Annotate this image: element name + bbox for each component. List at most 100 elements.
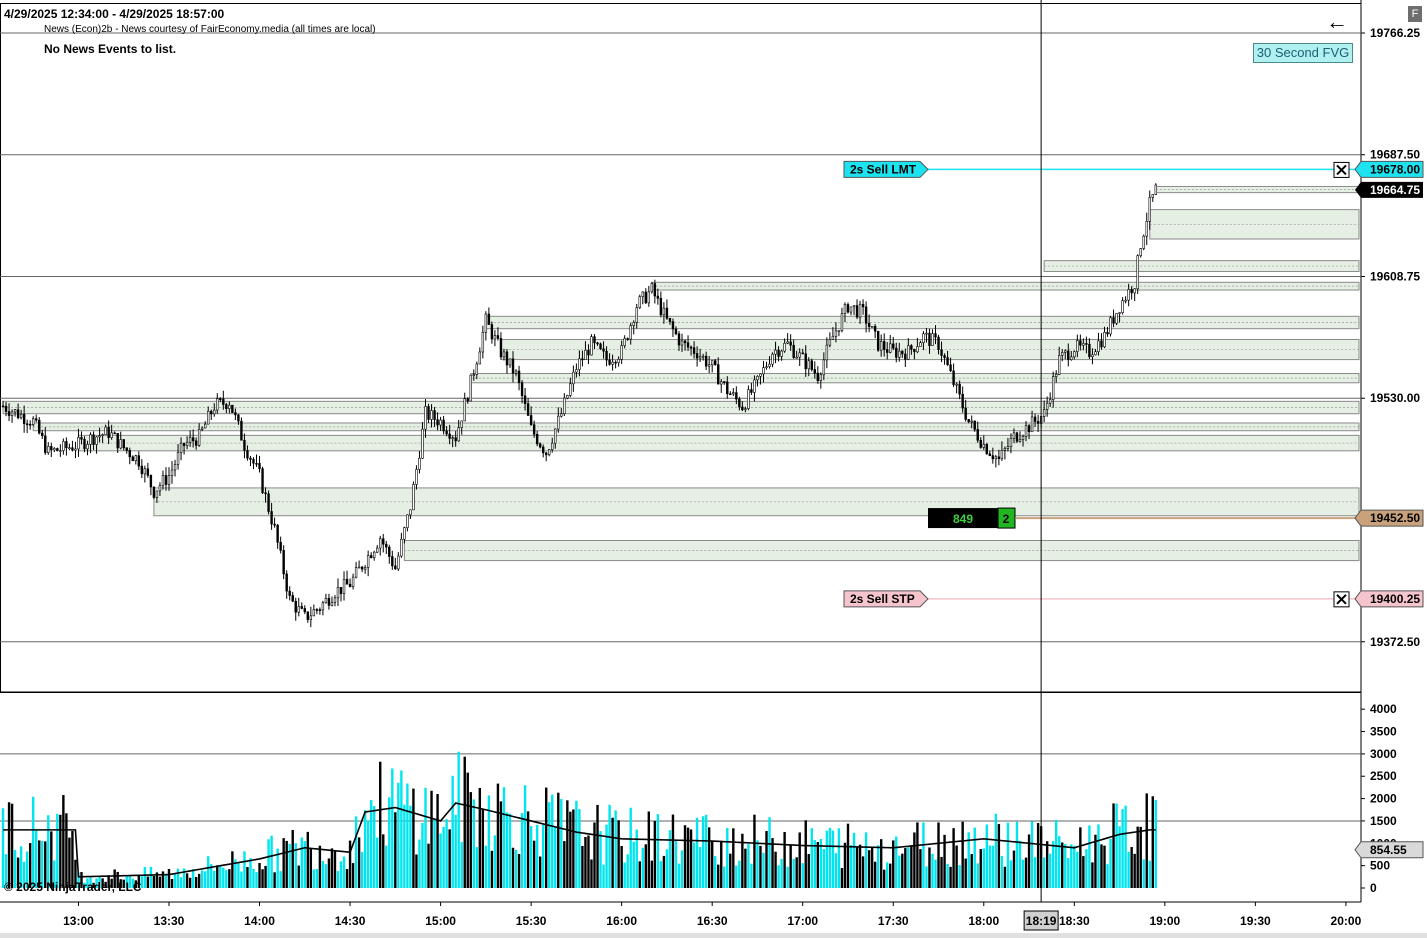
- volume-bar: [517, 854, 521, 888]
- volume-bar: [707, 827, 711, 888]
- candle-body: [532, 424, 536, 435]
- candle-body: [41, 432, 44, 437]
- candle-body: [309, 615, 313, 620]
- volume-bar: [1088, 825, 1091, 888]
- candle-body: [273, 523, 276, 526]
- horizontal-scrollbar[interactable]: [0, 933, 1427, 938]
- volume-bar: [898, 855, 901, 888]
- volume-bar: [427, 843, 430, 888]
- candle-body: [1109, 317, 1112, 335]
- volume-bar: [852, 832, 856, 888]
- candle-body: [478, 351, 482, 365]
- volume-bar: [680, 850, 684, 888]
- volume-bar: [31, 796, 35, 888]
- candle-body: [330, 601, 334, 606]
- candle-body: [765, 366, 768, 368]
- candle-body: [1139, 248, 1142, 257]
- volume-bar: [949, 866, 952, 888]
- volume-tick-label: 1500: [1370, 814, 1397, 828]
- candle-body: [10, 411, 14, 416]
- candle-body: [1103, 331, 1106, 348]
- volume-bar: [762, 852, 765, 888]
- candle-body: [1082, 343, 1085, 346]
- candle-body: [1064, 350, 1067, 353]
- volume-bar: [795, 857, 798, 888]
- candle-body: [481, 332, 485, 353]
- left-arrow-icon[interactable]: ←: [1326, 9, 1348, 34]
- indicator-label[interactable]: 30 Second FVG: [1253, 43, 1353, 63]
- volume-bar: [916, 822, 919, 888]
- candle-body: [16, 409, 20, 419]
- candle-body: [430, 410, 433, 420]
- volume-bar: [430, 790, 433, 888]
- volume-bar: [243, 851, 246, 888]
- volume-bar: [864, 832, 868, 888]
- candle-body: [80, 437, 83, 440]
- candle-body: [575, 369, 578, 373]
- candle-body: [104, 426, 107, 435]
- volume-bar: [502, 787, 506, 888]
- volume-bar: [179, 877, 183, 888]
- volume-bar: [475, 847, 479, 888]
- candle-body: [372, 551, 376, 558]
- volume-bar: [596, 804, 599, 888]
- position-price-label: 19452.50: [1370, 511, 1420, 525]
- order-tag[interactable]: [843, 590, 929, 608]
- volume-bar: [801, 863, 804, 888]
- volume-bar: [176, 868, 180, 888]
- volume-bar: [457, 751, 460, 888]
- candle-body: [620, 345, 623, 360]
- position-price-marker: [1354, 509, 1424, 527]
- volume-tick-label: 3000: [1370, 747, 1397, 761]
- volume-bar: [843, 842, 847, 888]
- candle-body: [134, 455, 137, 462]
- volume-bar: [86, 878, 89, 888]
- candle-body: [113, 432, 116, 435]
- candle-body: [584, 349, 587, 360]
- candle-body: [1076, 340, 1079, 352]
- volume-bar: [7, 802, 11, 888]
- volume-bar: [584, 837, 587, 888]
- candle-body: [13, 409, 17, 413]
- volume-value-marker: [1354, 841, 1424, 859]
- candle-body: [200, 427, 204, 430]
- volume-bar: [692, 842, 696, 888]
- candle-body: [910, 345, 913, 350]
- volume-bar: [677, 863, 681, 888]
- candle-body: [4, 405, 8, 412]
- volume-bar: [152, 876, 156, 888]
- volume-bar: [557, 792, 560, 888]
- candle-body: [632, 322, 635, 326]
- position-qty-box[interactable]: [997, 507, 1016, 529]
- chart-menu-button[interactable]: F: [1408, 6, 1422, 22]
- order-label[interactable]: 2s Sell LMT: [850, 162, 917, 176]
- candle-body: [191, 437, 195, 442]
- candle-body: [86, 444, 89, 450]
- volume-bar: [312, 869, 316, 888]
- volume-bar: [279, 871, 282, 888]
- order-label[interactable]: 2s Sell STP: [850, 592, 915, 606]
- volume-bar: [363, 810, 367, 888]
- candle-body: [1097, 340, 1100, 352]
- volume-bar: [38, 840, 41, 888]
- volume-bar: [656, 814, 660, 888]
- candle-body: [946, 357, 949, 366]
- volume-bar: [382, 834, 385, 888]
- volume-bar: [985, 824, 989, 888]
- candle-body: [834, 330, 838, 337]
- candle-body: [261, 468, 264, 494]
- volume-bar: [668, 830, 672, 888]
- position-pnl-box[interactable]: [928, 508, 998, 529]
- volume-bar: [563, 841, 566, 888]
- volume-tick-label: 2500: [1370, 769, 1397, 783]
- candle-body: [1, 405, 5, 408]
- volume-bar: [345, 869, 349, 888]
- order-tag[interactable]: [843, 160, 929, 178]
- volume-bar: [213, 870, 216, 888]
- volume-bar: [300, 837, 303, 888]
- candle-body: [1033, 416, 1037, 422]
- volume-bar: [1042, 857, 1046, 888]
- candle-body: [647, 291, 651, 304]
